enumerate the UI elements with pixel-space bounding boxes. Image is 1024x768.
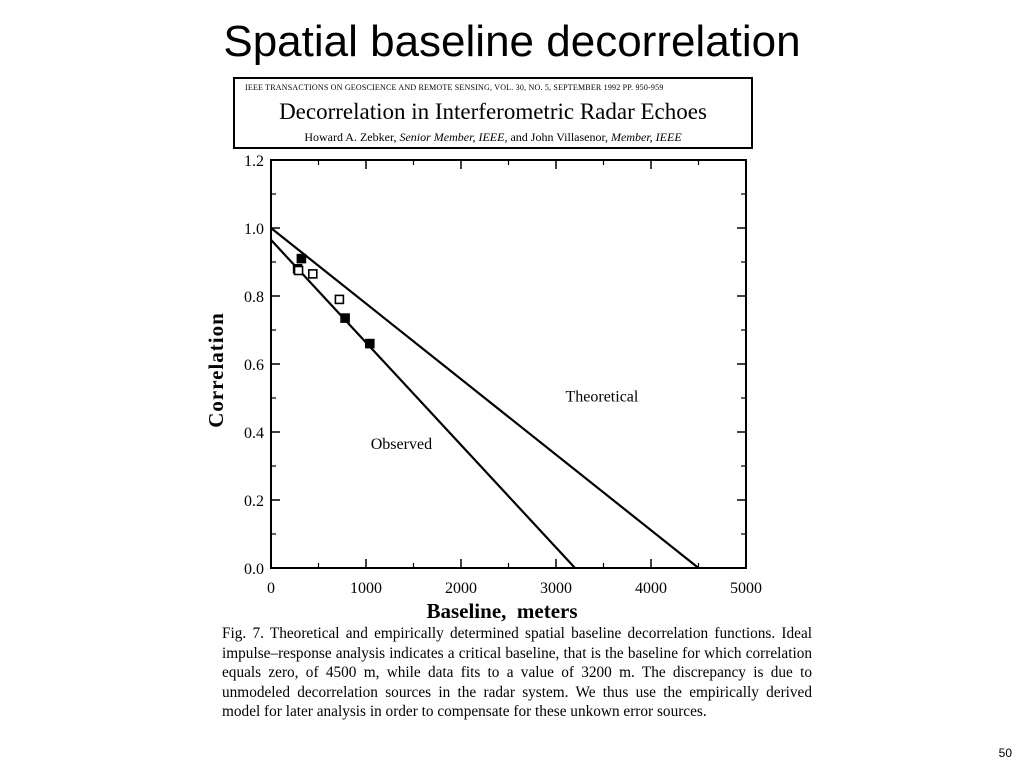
correlation-chart: 0 1000 2000 3000 4000 5000 0.0 0.2 0.4 0.6 0.8 1.0 1… [204,153,762,623]
x-tick-label: 1000 [350,580,382,597]
y-tick-label: 0.8 [244,289,264,306]
page-number: 50 [998,746,1012,760]
theoretical-line [270,227,700,569]
annotation-observed: Observed [371,436,432,453]
annotations: Theoretical Observed [371,388,639,453]
paper-header: IEEE TRANSACTIONS ON GEOSCIENCE AND REMO… [233,77,753,149]
x-axis-label: Baseline, meters [426,599,577,623]
annotation-theoretical: Theoretical [566,388,639,405]
x-tick-label: 2000 [445,580,477,597]
journal-line: IEEE TRANSACTIONS ON GEOSCIENCE AND REMO… [245,83,664,92]
data-point-filled [296,253,307,264]
author1: Howard A. Zebker, [304,130,397,144]
y-tick-label: 1.2 [244,153,264,170]
x-tick-label: 3000 [540,580,572,597]
x-tick-label: 0 [267,580,275,597]
data-point-filled [365,338,375,349]
data-point-open [334,294,345,305]
x-tick-label: 4000 [635,580,667,597]
data-points [292,253,375,349]
y-axis-label: Correlation [204,312,228,428]
series-lines [270,227,700,569]
y-tick-label: 0.4 [244,425,264,442]
axis-ticks [270,159,747,569]
data-point-open [308,269,318,279]
data-point-filled [340,313,350,323]
y-tick-label: 0.6 [244,357,264,374]
authors-and: and John Villasenor, [510,130,609,144]
paper-authors: Howard A. Zebker, Senior Member, IEEE, a… [235,130,751,144]
author1-role: Senior Member, IEEE, [399,130,508,144]
plot-frame [270,159,747,569]
x-tick-label: 5000 [730,580,762,597]
author2-role: Member, IEEE [611,130,682,144]
y-tick-label: 0.0 [244,561,264,578]
observed-line [270,239,576,569]
slide-title: Spatial baseline decorrelation [223,17,801,66]
data-point-open [293,265,304,276]
figure-caption: Fig. 7. Theoretical and empirically dete… [222,625,812,721]
tick-labels: 0 1000 2000 3000 4000 5000 0.0 0.2 0.4 0.6 0.8 1.0 1… [244,153,762,597]
y-tick-label: 1.0 [244,221,264,238]
y-tick-label: 0.2 [244,493,264,510]
paper-title: Decorrelation in Interferometric Radar E… [279,99,707,124]
